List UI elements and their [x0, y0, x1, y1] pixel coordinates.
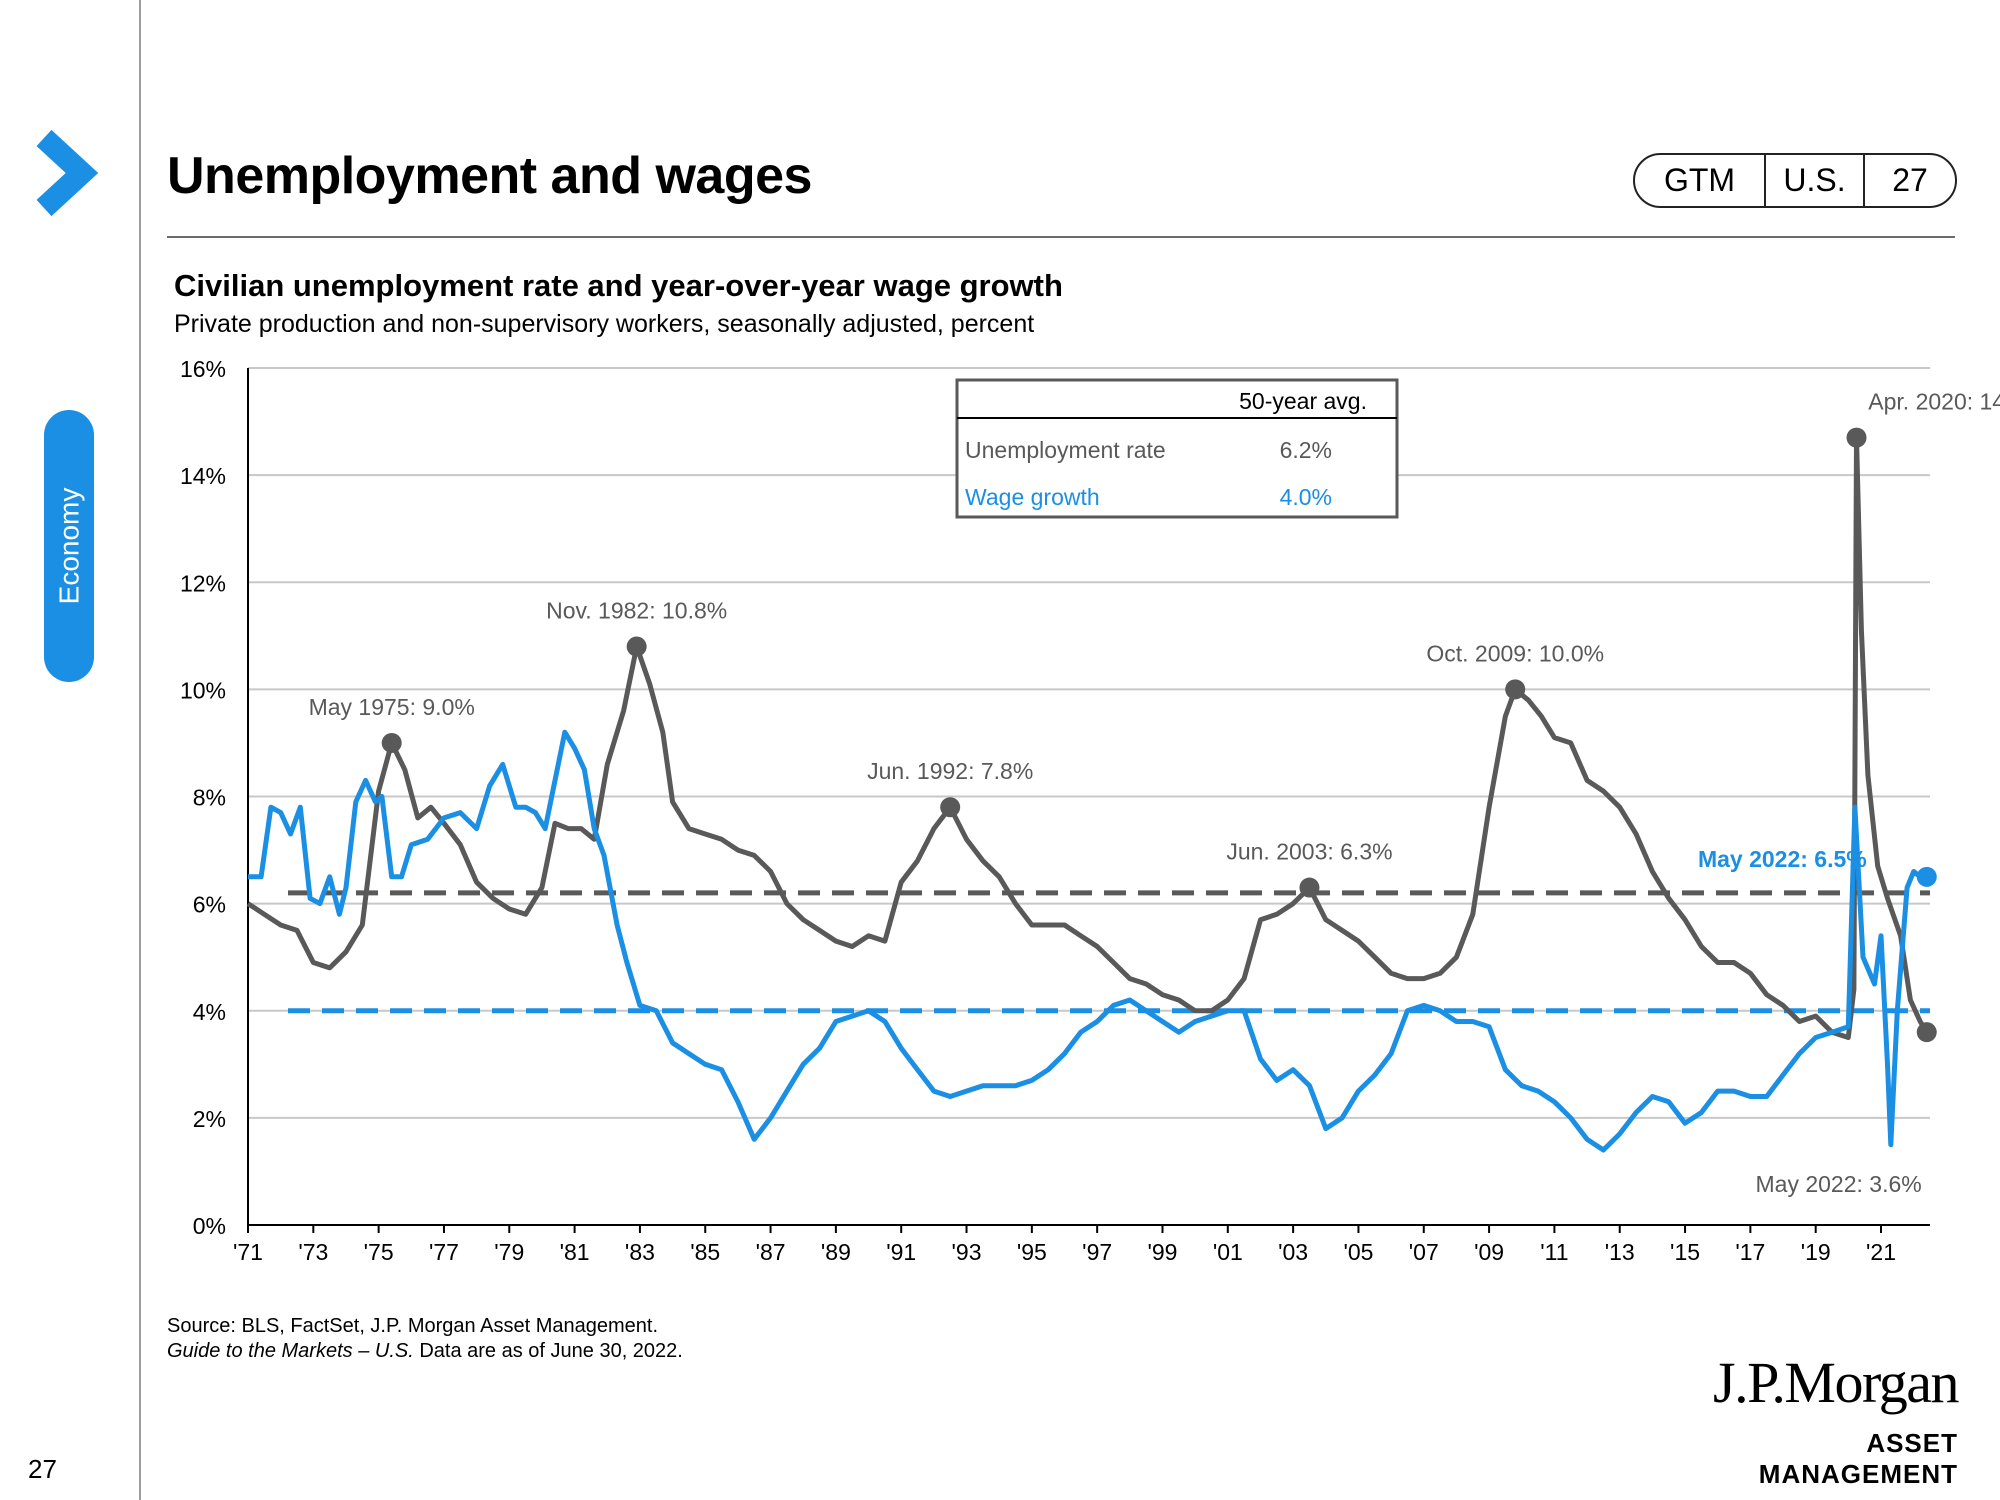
y-tick-label: 8% — [193, 785, 226, 811]
annotation-label: Nov. 1982: 10.8% — [546, 598, 727, 624]
x-tick-label: '85 — [690, 1239, 720, 1265]
chart-subtitle: Private production and non-supervisory w… — [174, 310, 1035, 338]
x-tick-label: '13 — [1605, 1239, 1635, 1265]
source-guide-title: Guide to the Markets – U.S. — [167, 1340, 414, 1362]
x-tick-label: '87 — [756, 1239, 786, 1265]
y-tick-label: 10% — [180, 677, 226, 703]
x-tick-label: '75 — [364, 1239, 394, 1265]
jpmorgan-logo: J.P.Morgan ASSET MANAGEMENT — [1680, 1350, 1959, 1490]
x-tick-label: '71 — [233, 1239, 263, 1265]
annotation-marker — [381, 732, 402, 753]
x-tick-label: '01 — [1213, 1239, 1243, 1265]
pill-page[interactable]: 27 — [1892, 162, 1928, 198]
chart-title: Civilian unemployment rate and year-over… — [174, 268, 1063, 303]
annotation-label: Jun. 2003: 6.3% — [1226, 839, 1392, 865]
x-tick-label: '19 — [1801, 1239, 1831, 1265]
x-tick-label: '99 — [1147, 1239, 1177, 1265]
annotation-marker — [1299, 877, 1320, 898]
x-tick-label: '93 — [952, 1239, 982, 1265]
section-tab[interactable]: Economy — [44, 410, 94, 682]
x-tick-label: '03 — [1278, 1239, 1308, 1265]
x-tick-label: '09 — [1474, 1239, 1504, 1265]
y-tick-label: 12% — [180, 570, 226, 596]
pill-region[interactable]: U.S. — [1766, 155, 1865, 206]
x-tick-label: '91 — [886, 1239, 916, 1265]
pill-gtm[interactable]: GTM — [1635, 155, 1766, 206]
annotation-label: Jun. 1992: 7.8% — [867, 758, 1033, 784]
y-tick-label: 4% — [193, 999, 226, 1025]
source-note: Source: BLS, FactSet, J.P. Morgan Asset … — [167, 1314, 683, 1364]
page-title: Unemployment and wages — [167, 147, 812, 205]
chevron-right-icon — [36, 129, 99, 217]
x-tick-label: '73 — [298, 1239, 328, 1265]
x-tick-label: '77 — [429, 1239, 459, 1265]
logo-subtitle: ASSET MANAGEMENT — [1758, 1428, 1958, 1489]
series-line-unemployment-rate — [246, 435, 1929, 1040]
source-line-2: Guide to the Markets – U.S. Data are as … — [167, 1339, 683, 1364]
y-tick-label: 2% — [193, 1106, 226, 1132]
avg-table-row-label: Wage growth — [965, 484, 1100, 510]
annotation-marker — [1916, 866, 1937, 887]
y-tick-label: 16% — [180, 356, 226, 382]
x-tick-label: '17 — [1735, 1239, 1765, 1265]
annotation-marker — [940, 797, 961, 818]
source-date: Data are as of June 30, 2022. — [413, 1340, 683, 1362]
annotation-label: Apr. 2020: 14.7% — [1868, 389, 2000, 415]
x-tick-label: '97 — [1082, 1239, 1112, 1265]
series-line-wage-growth — [248, 729, 1927, 1153]
annotation-label: May 1975: 9.0% — [309, 694, 475, 720]
avg-table-header: 50-year avg. — [1239, 388, 1367, 414]
annotation-marker — [1505, 679, 1526, 700]
x-tick-label: '95 — [1017, 1239, 1047, 1265]
source-line: Source: BLS, FactSet, J.P. Morgan Asset … — [167, 1315, 658, 1337]
y-tick-label: 6% — [193, 892, 226, 918]
x-tick-label: '11 — [1540, 1239, 1568, 1265]
annotation-marker — [1916, 1022, 1937, 1043]
x-tick-label: '15 — [1670, 1239, 1700, 1265]
logo-brand: J.P.Morgan — [1713, 1350, 1959, 1415]
avg-table — [955, 378, 1399, 519]
avg-table-row-value: 6.2% — [1280, 437, 1332, 463]
x-tick-label: '89 — [821, 1239, 851, 1265]
avg-table-row-label: Unemployment rate — [965, 437, 1166, 463]
annotation-marker — [1846, 427, 1867, 448]
avg-table-row-value: 4.0% — [1280, 484, 1332, 510]
x-tick-label: '81 — [560, 1239, 590, 1265]
x-tick-label: '05 — [1343, 1239, 1373, 1265]
nav-pill: GTM U.S. 27 — [1633, 153, 1957, 208]
annotation-label: Oct. 2009: 10.0% — [1426, 640, 1604, 666]
y-tick-label: 14% — [180, 463, 226, 489]
x-tick-label: '79 — [494, 1239, 524, 1265]
page-number: 27 — [28, 1454, 57, 1484]
title-divider — [167, 236, 1955, 238]
line-chart: 0% 2% 4% 6% 8% 10% 12% 14% 16% '71 '73 '75 '77 '79 '81… — [180, 356, 2000, 1265]
left-margin-rule — [139, 0, 141, 1500]
x-tick-label: '07 — [1409, 1239, 1439, 1265]
x-tick-label: '21 — [1866, 1239, 1896, 1265]
x-tick-label: '83 — [625, 1239, 655, 1265]
annotation-label: May 2022: 3.6% — [1756, 1171, 1922, 1197]
y-tick-label: 0% — [193, 1213, 226, 1239]
annotation-marker — [626, 636, 647, 657]
annotation-label: May 2022: 6.5% — [1698, 846, 1867, 872]
